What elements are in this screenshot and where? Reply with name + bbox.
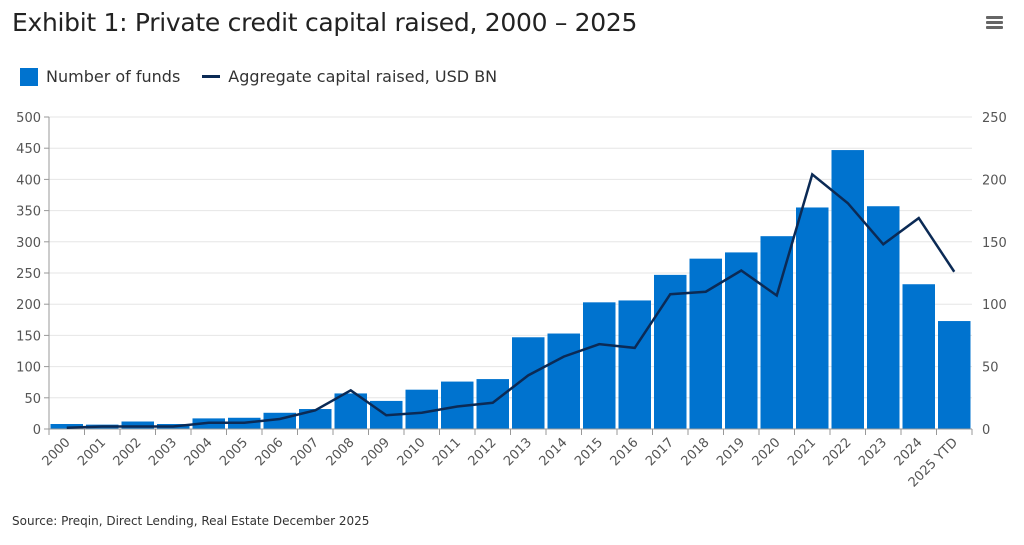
legend: Number of funds Aggregate capital raised… xyxy=(20,67,497,86)
left-tick-label: 450 xyxy=(16,142,41,157)
left-tick-label: 350 xyxy=(16,205,41,220)
left-tick-label: 150 xyxy=(16,329,41,344)
bar-2022 xyxy=(831,150,864,429)
left-tick-label: 50 xyxy=(24,392,41,407)
left-tick-label: 200 xyxy=(16,298,41,313)
right-tick-label: 150 xyxy=(982,236,1007,251)
right-tick-label: 200 xyxy=(982,173,1007,188)
bar-2025-YTD xyxy=(938,321,971,429)
x-tick-label: 2007 xyxy=(288,435,322,469)
bar-2016 xyxy=(618,300,651,429)
legend-label-funds[interactable]: Number of funds xyxy=(46,67,181,86)
x-tick-label: 2000 xyxy=(40,435,74,469)
bar-2024 xyxy=(902,284,935,429)
right-tick-label: 50 xyxy=(982,361,999,376)
left-tick-label: 100 xyxy=(16,361,41,376)
x-tick-label: 2006 xyxy=(253,435,287,469)
x-tick-label: 2020 xyxy=(750,435,784,469)
right-tick-label: 0 xyxy=(982,423,990,438)
x-tick-label: 2016 xyxy=(608,435,642,469)
legend-bar-swatch xyxy=(20,67,38,86)
x-tick-label: 2011 xyxy=(430,435,464,469)
x-tick-label: 2021 xyxy=(785,435,819,469)
bar-2007 xyxy=(299,409,332,429)
left-tick-label: 0 xyxy=(33,423,41,438)
x-tick-label: 2013 xyxy=(501,435,535,469)
right-tick-label: 250 xyxy=(982,111,1007,126)
x-tick-label: 2004 xyxy=(182,435,216,469)
x-tick-label: 2005 xyxy=(217,435,251,469)
x-tick-label: 2003 xyxy=(146,435,180,469)
bar-2018 xyxy=(689,258,722,429)
bar-2020 xyxy=(760,236,793,429)
x-tick-label: 2012 xyxy=(466,435,500,469)
capital-line xyxy=(66,172,956,430)
bar-2010 xyxy=(405,389,438,429)
chart-title: Exhibit 1: Private credit capital raised… xyxy=(12,8,638,37)
x-tick-label: 2001 xyxy=(75,435,109,469)
x-tick-label: 2018 xyxy=(679,435,713,469)
x-tick-label: 2009 xyxy=(359,435,393,469)
left-tick-label: 400 xyxy=(16,173,41,188)
left-tick-label: 300 xyxy=(16,236,41,251)
source-note: Source: Preqin, Direct Lending, Real Est… xyxy=(12,514,370,528)
right-tick-label: 100 xyxy=(982,298,1007,313)
bar-2017 xyxy=(654,274,687,429)
legend-label-capital[interactable]: Aggregate capital raised, USD BN xyxy=(228,67,498,86)
x-tick-label: 2014 xyxy=(537,435,571,469)
x-tick-label: 2023 xyxy=(856,435,890,469)
x-tick-label: 2008 xyxy=(324,435,358,469)
left-tick-label: 250 xyxy=(16,267,41,282)
x-tick-label: 2019 xyxy=(714,435,748,469)
bar-2019 xyxy=(725,252,758,429)
x-tick-label: 2010 xyxy=(395,435,429,469)
left-tick-label: 500 xyxy=(16,111,41,126)
bar-2021 xyxy=(796,207,829,429)
bar-2014 xyxy=(547,333,580,429)
x-tick-label: 2002 xyxy=(111,435,145,469)
legend-line-swatch xyxy=(202,75,221,78)
bar-2023 xyxy=(867,206,900,429)
bar-2015 xyxy=(583,302,616,429)
x-tick-label: 2022 xyxy=(821,435,855,469)
menu-icon[interactable] xyxy=(986,16,1003,30)
x-tick-label: 2017 xyxy=(643,435,677,469)
x-tick-label: 2015 xyxy=(572,435,606,469)
